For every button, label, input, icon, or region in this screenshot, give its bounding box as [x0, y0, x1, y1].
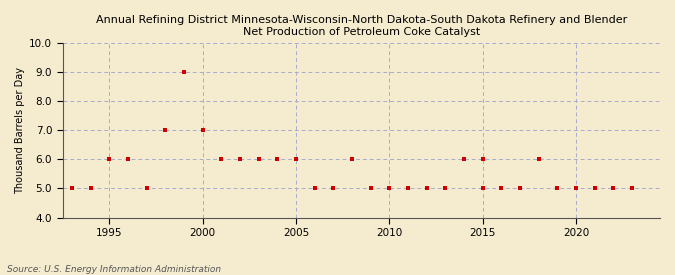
Point	[160, 128, 171, 133]
Point	[272, 157, 283, 162]
Point	[477, 157, 488, 162]
Point	[216, 157, 227, 162]
Point	[552, 186, 563, 191]
Point	[402, 186, 413, 191]
Point	[123, 157, 134, 162]
Point	[384, 186, 395, 191]
Point	[365, 186, 376, 191]
Point	[197, 128, 208, 133]
Point	[421, 186, 432, 191]
Point	[626, 186, 637, 191]
Point	[514, 186, 525, 191]
Text: Source: U.S. Energy Information Administration: Source: U.S. Energy Information Administ…	[7, 265, 221, 274]
Point	[328, 186, 339, 191]
Point	[608, 186, 619, 191]
Point	[346, 157, 357, 162]
Point	[570, 186, 581, 191]
Point	[85, 186, 96, 191]
Point	[458, 157, 469, 162]
Point	[309, 186, 320, 191]
Point	[141, 186, 152, 191]
Point	[533, 157, 544, 162]
Point	[104, 157, 115, 162]
Point	[253, 157, 264, 162]
Point	[234, 157, 245, 162]
Point	[272, 157, 283, 162]
Point	[496, 186, 507, 191]
Point	[67, 186, 78, 191]
Point	[589, 186, 600, 191]
Title: Annual Refining District Minnesota-Wisconsin-North Dakota-South Dakota Refinery : Annual Refining District Minnesota-Wisco…	[96, 15, 627, 37]
Point	[477, 186, 488, 191]
Y-axis label: Thousand Barrels per Day: Thousand Barrels per Day	[15, 67, 25, 194]
Point	[178, 70, 189, 74]
Point	[440, 186, 451, 191]
Point	[290, 157, 301, 162]
